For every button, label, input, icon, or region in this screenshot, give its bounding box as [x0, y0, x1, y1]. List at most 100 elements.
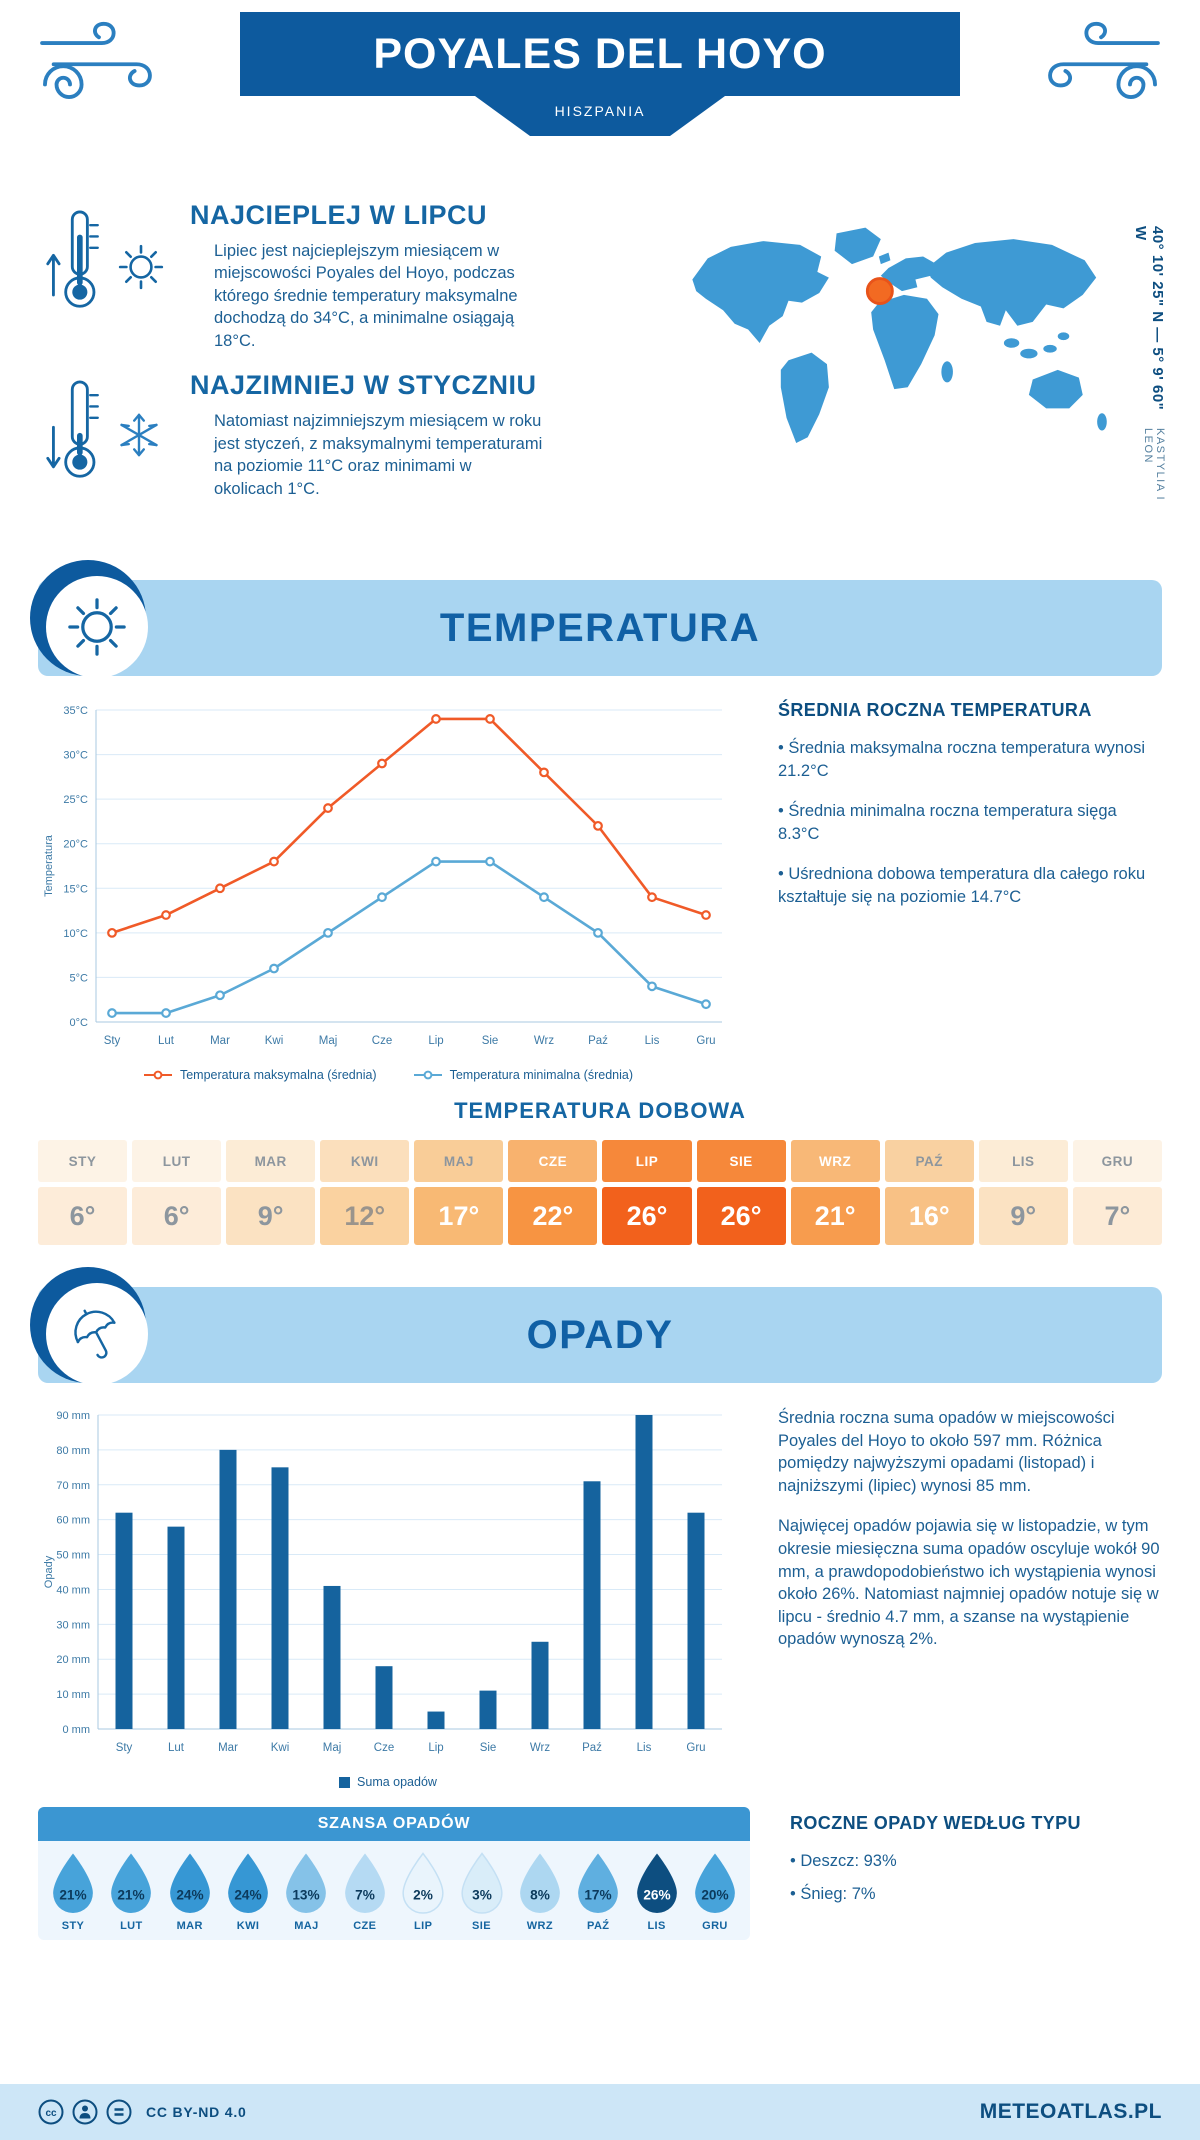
droplet-icon: 20% — [695, 1853, 735, 1914]
svg-text:Gru: Gru — [686, 1742, 705, 1754]
daily-temp-value: 21° — [790, 1187, 880, 1245]
daily-temperature-title: TEMPERATURA DOBOWA — [454, 1098, 746, 1123]
rain-chance-drop: 13% MAJ — [279, 1851, 333, 1932]
svg-text:25°C: 25°C — [63, 794, 88, 806]
droplet-icon: 24% — [169, 1853, 210, 1914]
svg-text:Lis: Lis — [637, 1742, 652, 1754]
license-icons[interactable]: cc — [38, 2099, 132, 2125]
person-icon — [72, 2099, 98, 2125]
daily-temp-month: LUT — [132, 1140, 222, 1182]
temperature-summary-title: ŚREDNIA ROCZNA TEMPERATURA — [778, 700, 1092, 720]
daily-temp-month: GRU — [1072, 1140, 1162, 1182]
rain-chance-month: LIS — [647, 1920, 666, 1932]
daily-temp-value: 9° — [226, 1187, 316, 1245]
daily-temp-value: 6° — [132, 1187, 222, 1245]
svg-text:8%: 8% — [530, 1887, 550, 1902]
umbrella-icon — [74, 1309, 116, 1359]
svg-text:Mar: Mar — [218, 1742, 238, 1754]
precipitation-summary: Średnia roczna suma opadów w miejscowośc… — [738, 1401, 1162, 1789]
rain-chance-box: SZANSA OPADÓW 21% STY 21% LUT 24% MAR 24% KWI 13… — [38, 1807, 750, 1940]
rain-chance-drop: 3% SIE — [455, 1851, 509, 1932]
svg-text:Opady: Opady — [43, 1555, 55, 1588]
precipitation-type-bullet: • Deszcz: 93% — [790, 1852, 897, 1870]
daily-temp-month: WRZ — [790, 1140, 880, 1182]
temperature-bullet: • Uśredniona dobowa temperatura dla całe… — [778, 865, 1146, 906]
header-banner: POYALES DEL HOYO — [240, 12, 960, 96]
rain-chance-drop: 7% CZE — [338, 1851, 392, 1932]
temperature-chart-block: 0°C 5°C 10°C 15°C 20°C 25°C 30°C 35°C Sty Lut Mar K… — [38, 694, 738, 1082]
svg-text:Paź: Paź — [588, 1035, 608, 1047]
precipitation-type-title: ROCZNE OPADY WEDŁUG TYPU — [790, 1813, 1081, 1833]
precipitation-row: 0 mm 10 mm 20 mm 30 mm 40 mm 50 mm 60 mm 70 mm 8… — [0, 1383, 1200, 1789]
svg-text:24%: 24% — [234, 1887, 261, 1902]
header-subtitle-ribbon: HISZPANIA — [475, 96, 725, 136]
precipitation-section-title: OPADY — [526, 1312, 674, 1357]
page-title: POYALES DEL HOYO — [373, 29, 827, 78]
coldest-block: NAJZIMNIEJ W STYCZNIU Natomiast najzimni… — [38, 370, 667, 500]
daily-temp-month: CZE — [508, 1140, 598, 1182]
rain-chance-drop: 24% KWI — [221, 1851, 275, 1932]
svg-text:0 mm: 0 mm — [63, 1724, 91, 1736]
legend-item: Temperatura maksymalna (średnia) — [143, 1068, 377, 1082]
droplet-icon: 13% — [286, 1853, 327, 1914]
svg-text:2%: 2% — [413, 1887, 433, 1902]
svg-text:24%: 24% — [176, 1887, 203, 1902]
temperature-banner-icon-circle — [46, 576, 148, 678]
droplet-icon: 3% — [460, 1852, 503, 1914]
coldest-content: NAJZIMNIEJ W STYCZNIU Natomiast najzimni… — [190, 370, 544, 500]
svg-text:20°C: 20°C — [63, 839, 88, 851]
svg-text:Kwi: Kwi — [265, 1035, 284, 1047]
svg-text:50 mm: 50 mm — [56, 1550, 90, 1562]
daily-temp-value: 6° — [38, 1187, 128, 1245]
sun-icon — [118, 244, 164, 290]
svg-text:10 mm: 10 mm — [56, 1689, 90, 1701]
svg-text:5°C: 5°C — [70, 972, 89, 984]
rain-chance-drop: 24% MAR — [163, 1851, 217, 1932]
svg-text:Cze: Cze — [374, 1742, 394, 1754]
svg-text:70 mm: 70 mm — [56, 1480, 90, 1492]
coldest-title: NAJZIMNIEJ W STYCZNIU — [190, 370, 537, 401]
region-label: KASTYLIA I LEON — [1142, 427, 1166, 501]
header: POYALES DEL HOYO HISZPANIA — [0, 0, 1200, 168]
rain-chance-month: STY — [61, 1920, 85, 1932]
svg-text:Lis: Lis — [645, 1035, 660, 1047]
precipitation-chart-block: 0 mm 10 mm 20 mm 30 mm 40 mm 50 mm 60 mm 70 mm 8… — [38, 1401, 738, 1789]
svg-text:Lip: Lip — [428, 1035, 443, 1047]
legend-item: Temperatura minimalna (średnia) — [413, 1068, 633, 1082]
svg-text:20%: 20% — [701, 1887, 728, 1902]
rain-chance-title: SZANSA OPADÓW — [38, 1807, 750, 1841]
daily-temp-value: 7° — [1072, 1187, 1162, 1245]
warmest-title: NAJCIEPLEJ W LIPCU — [190, 200, 488, 230]
svg-text:Lip: Lip — [428, 1742, 443, 1754]
rain-chance-row: SZANSA OPADÓW 21% STY 21% LUT 24% MAR 24% KWI 13… — [0, 1789, 1200, 1940]
country-label: HISZPANIA — [554, 103, 646, 119]
precipitation-type-bullet: • Śnieg: 7% — [790, 1884, 876, 1903]
droplet-icon: 17% — [578, 1853, 619, 1914]
temperature-bullet: • Średnia minimalna roczna temperatura s… — [778, 802, 1117, 843]
rain-drops-row: 21% STY 21% LUT 24% MAR 24% KWI 13% MAJ 7% CZE 2% LIP… — [38, 1841, 750, 1940]
precipitation-type: ROCZNE OPADY WEDŁUG TYPU • Deszcz: 93% •… — [750, 1807, 1162, 1940]
daily-temp-value: 9° — [978, 1187, 1068, 1245]
daily-temp-value: 17° — [414, 1187, 504, 1245]
rain-chance-drop: 20% GRU — [688, 1851, 742, 1932]
daily-temp-month: STY — [38, 1140, 128, 1182]
wind-icon-left — [40, 21, 152, 99]
map-column: 40° 10' 25" N — 5° 9' 60" W KASTYLIA I L… — [667, 182, 1166, 564]
droplet-icon: 2% — [402, 1852, 444, 1914]
rain-chance-drop: 2% LIP — [396, 1851, 450, 1932]
svg-text:Cze: Cze — [372, 1035, 392, 1047]
precipitation-banner: OPADY — [30, 1267, 1162, 1385]
snowflake-icon — [120, 413, 158, 457]
svg-text:Lut: Lut — [168, 1742, 185, 1754]
intro-text-column: NAJCIEPLEJ W LIPCU Lipiec jest najcieple… — [38, 182, 667, 564]
brand-link[interactable]: METEOATLAS.PL — [979, 2100, 1162, 2123]
thermometer-cold-icon — [46, 380, 99, 478]
svg-text:Sie: Sie — [482, 1035, 499, 1047]
svg-text:Sie: Sie — [480, 1742, 497, 1754]
rain-chance-month: MAJ — [294, 1920, 319, 1932]
droplet-icon: 26% — [636, 1853, 677, 1914]
license-label: CC BY-ND 4.0 — [146, 2104, 247, 2120]
daily-temp-value: 12° — [320, 1187, 410, 1245]
thermometer-warm-icon — [46, 210, 99, 308]
rain-chance-month: SIE — [472, 1920, 491, 1932]
